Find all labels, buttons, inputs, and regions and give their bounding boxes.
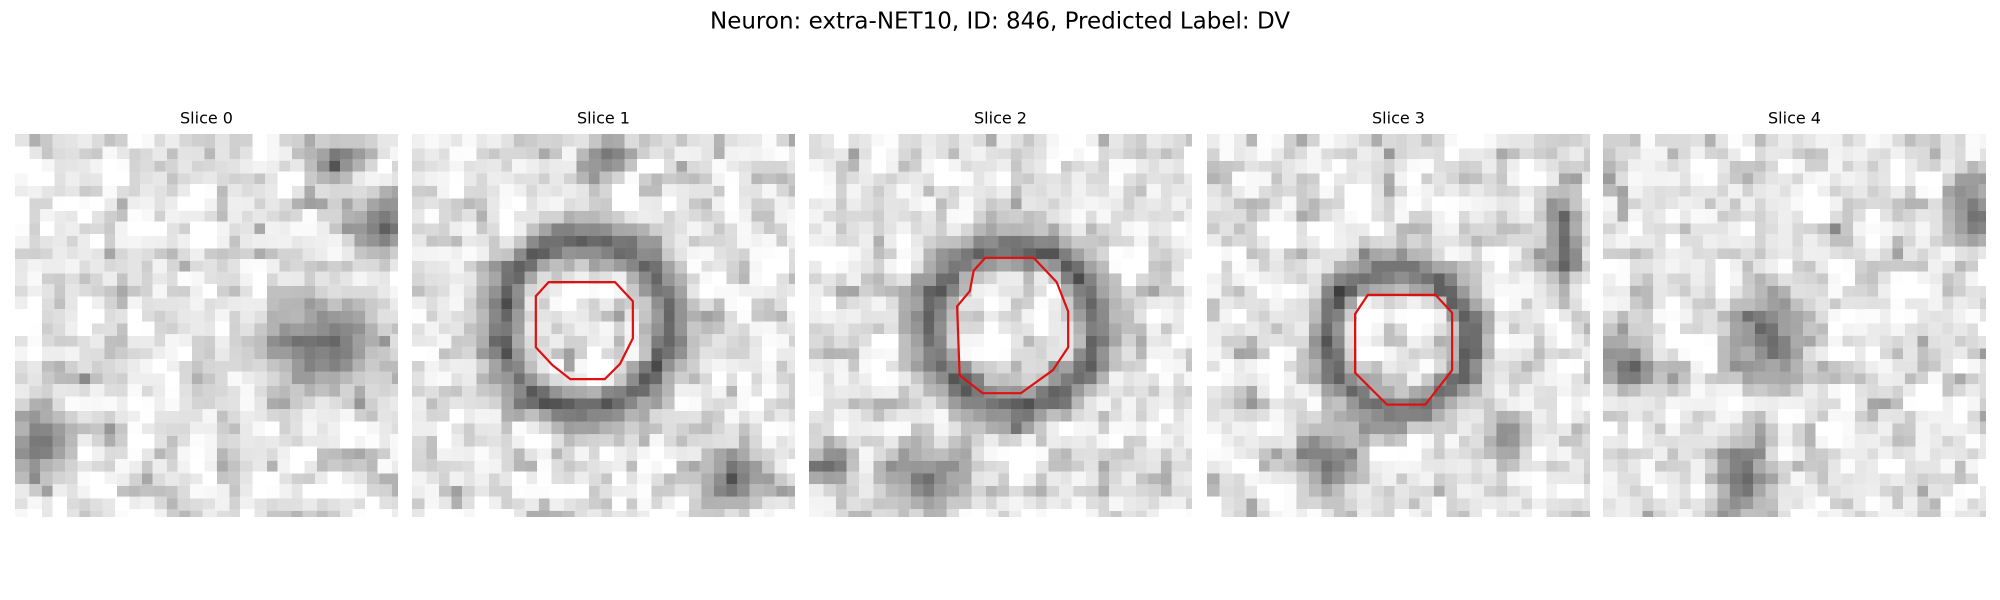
image-panel	[1603, 134, 1986, 517]
dark-structure	[809, 427, 867, 505]
dark-structure	[1711, 261, 1827, 415]
slice-image	[1207, 134, 1590, 517]
dark-structure	[15, 382, 86, 498]
dark-structure	[673, 434, 789, 517]
image-panel	[412, 134, 795, 517]
segmentation-contour	[534, 280, 634, 381]
slice-image	[1603, 134, 1986, 517]
dark-structure	[1603, 319, 1667, 409]
dark-structure	[1532, 159, 1590, 313]
dark-structure	[289, 134, 379, 192]
dark-structure	[225, 274, 398, 415]
dark-structure	[463, 204, 706, 447]
figure-title: Neuron: extra-NET10, ID: 846, Predicted …	[710, 9, 1290, 35]
image-panel	[809, 134, 1192, 517]
panel-title: Slice 4	[1768, 109, 1821, 128]
panel-title: Slice 3	[1372, 109, 1425, 128]
panel-title: Slice 2	[974, 109, 1027, 128]
image-panel	[1207, 134, 1590, 517]
panel-title: Slice 1	[577, 109, 630, 128]
dark-structure	[1698, 408, 1789, 517]
panel-title: Slice 0	[180, 109, 233, 128]
dark-structure	[891, 210, 1135, 441]
segmentation-contour	[955, 256, 1070, 395]
image-panel	[15, 134, 398, 517]
dark-structure	[1934, 153, 1986, 269]
dark-structure	[866, 427, 982, 517]
slice-image	[412, 134, 795, 517]
dark-structure	[1283, 402, 1373, 517]
dark-structure	[565, 134, 642, 192]
segmentation-contour	[1353, 293, 1454, 406]
dark-structure	[1296, 236, 1501, 441]
dark-structure	[334, 172, 398, 275]
dark-structure	[1475, 402, 1539, 466]
slice-image	[15, 134, 398, 517]
slice-image	[809, 134, 1192, 517]
